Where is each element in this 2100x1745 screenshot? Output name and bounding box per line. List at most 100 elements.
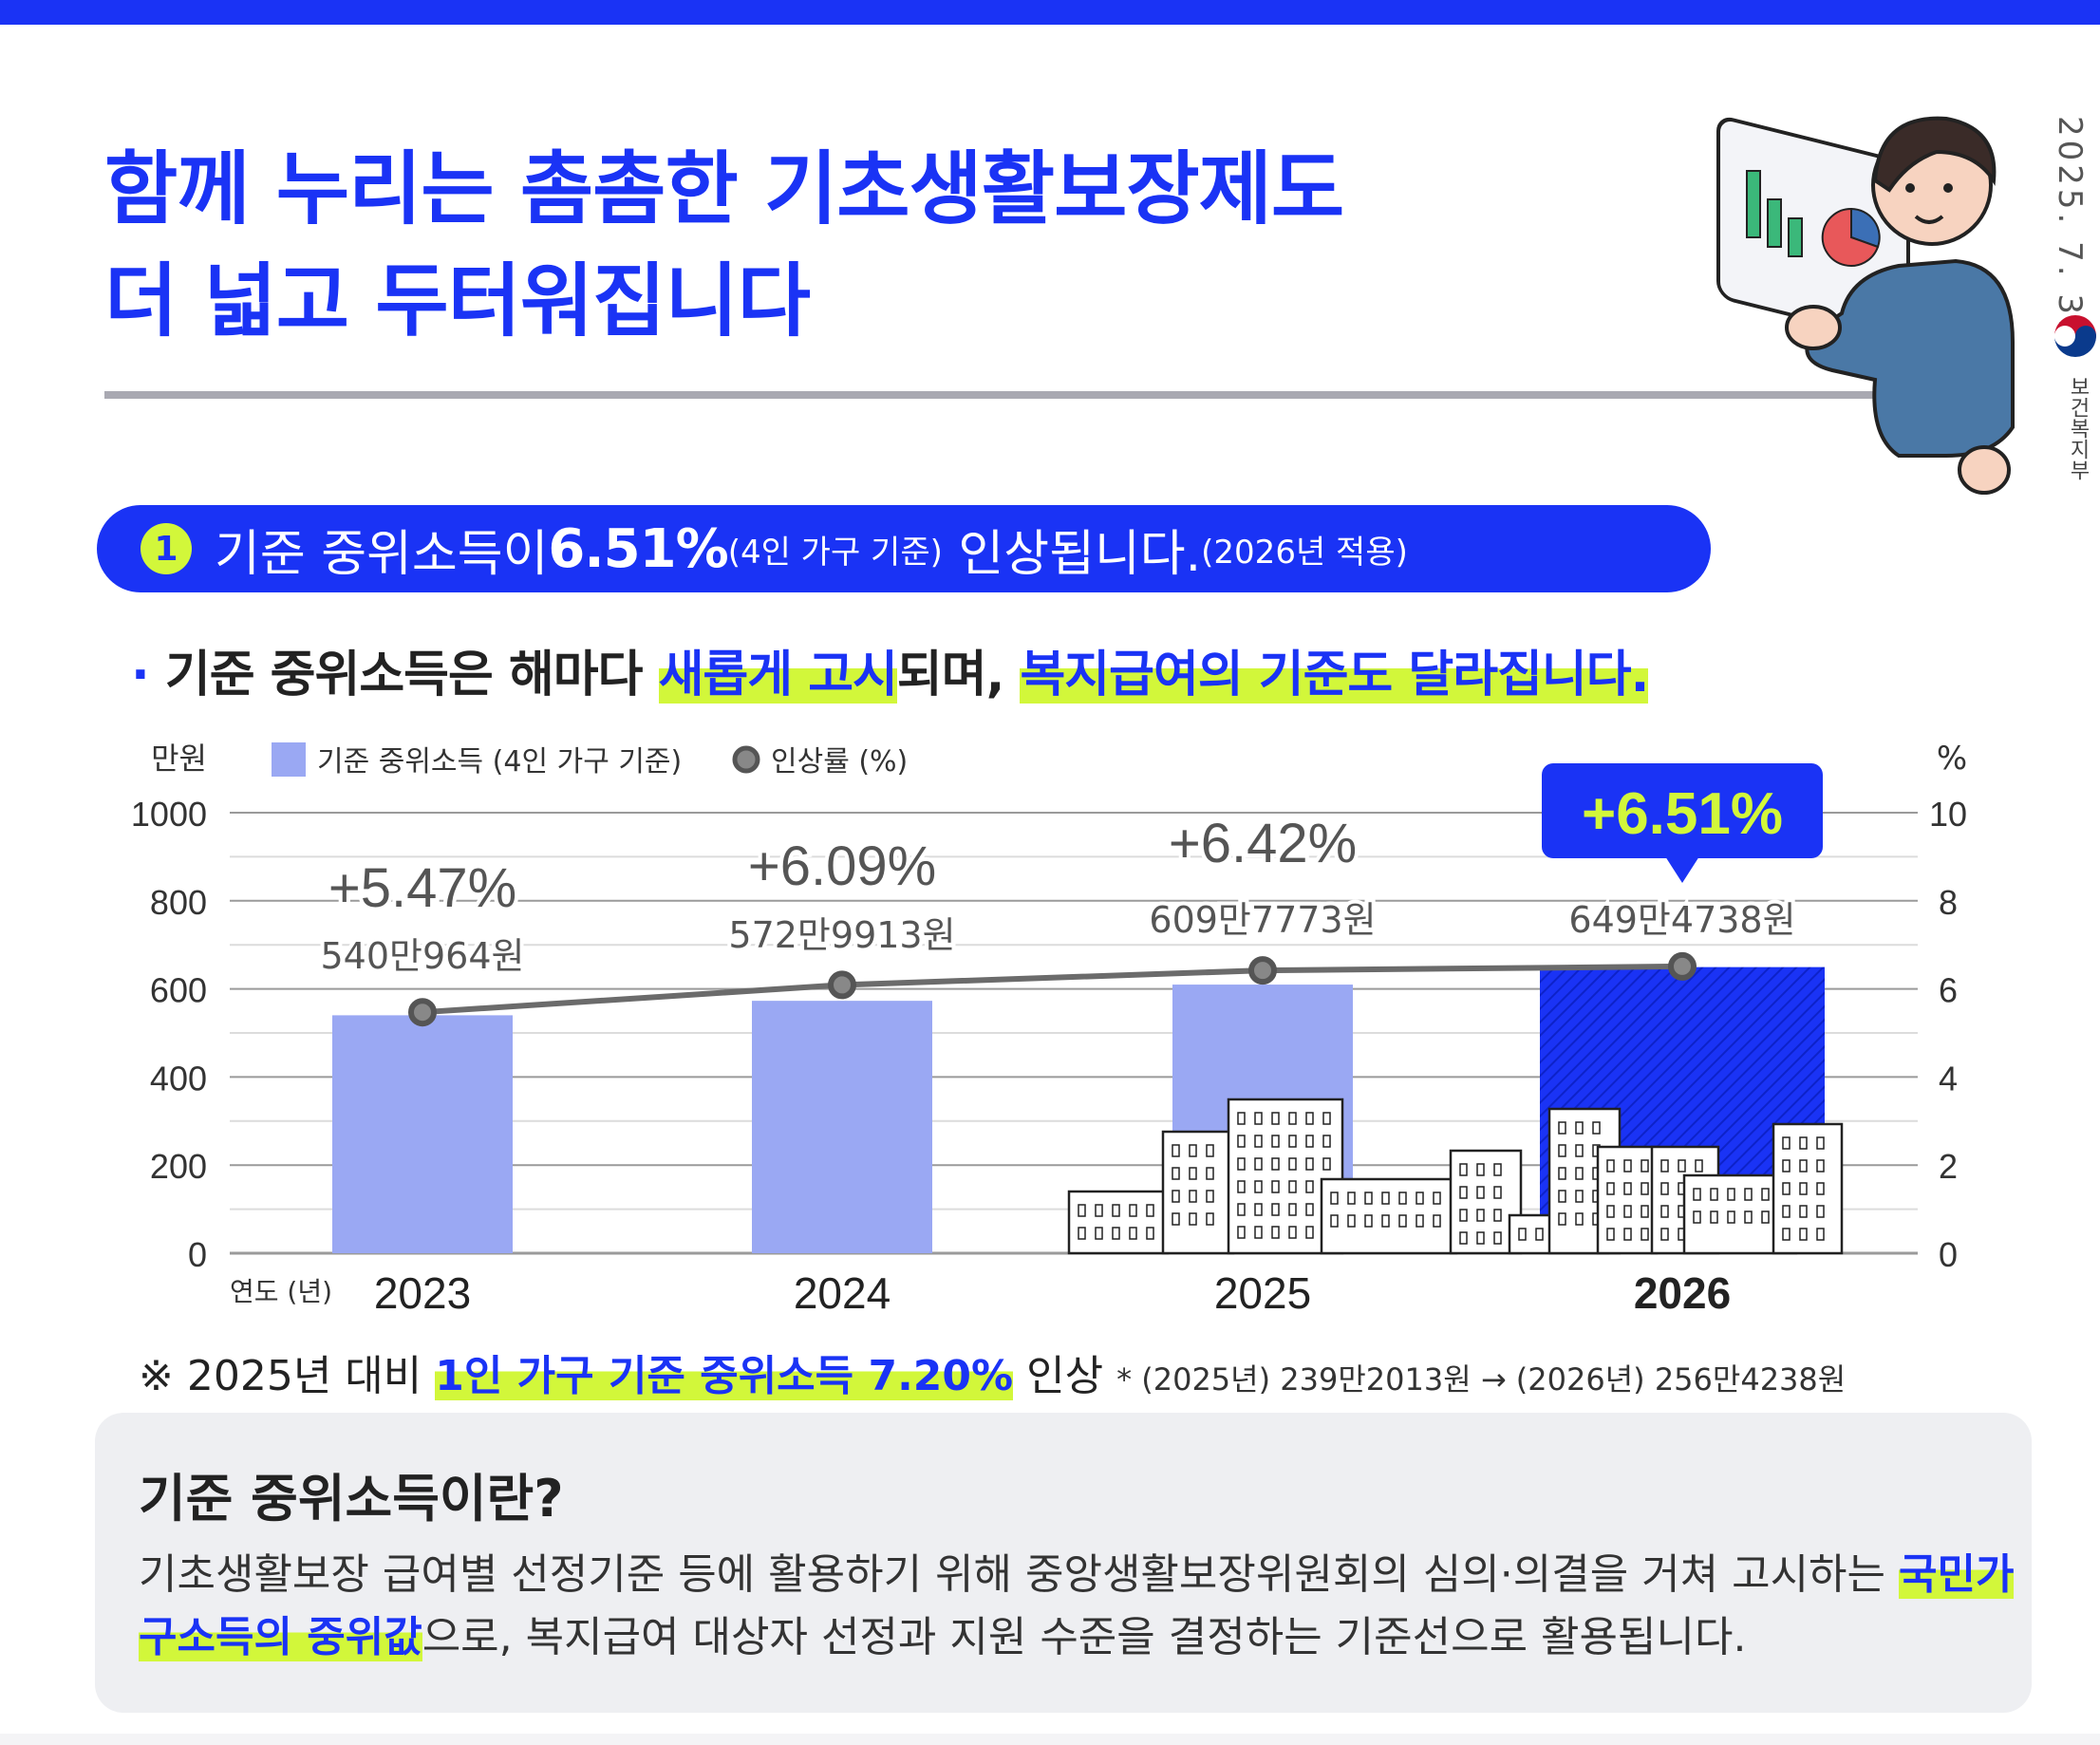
x-tick-label-2025: 2025 — [1214, 1268, 1311, 1310]
bullet-part2: 되며, — [896, 647, 1021, 704]
building-window — [1271, 1203, 1280, 1216]
building-window — [1558, 1121, 1566, 1135]
building-window — [1678, 1159, 1686, 1173]
building-window — [1799, 1228, 1808, 1241]
building-window — [1112, 1204, 1120, 1217]
building-window — [1288, 1157, 1297, 1171]
building-window — [1305, 1226, 1314, 1239]
building-window — [1237, 1112, 1246, 1125]
y-right-tick-label: 4 — [1939, 1059, 1958, 1098]
building-window — [1476, 1186, 1485, 1199]
bullet-line: · 기준 중위소득은 해마다 새롭게 고시되며, 복지급여의 기준도 달라집니다… — [131, 634, 1649, 705]
definition-body-2: 으로, 복지급여 대상자 선정과 지원 수준을 결정하는 기준선으로 활용됩니다… — [422, 1613, 1747, 1661]
rate-callout-pointer — [1665, 856, 1699, 883]
building-window — [1129, 1227, 1137, 1240]
building-window — [1493, 1231, 1502, 1245]
rate-line — [422, 963, 1683, 1016]
building-window — [1710, 1188, 1718, 1201]
definition-heading: 기준 중위소득이란? — [139, 1469, 564, 1529]
building-window — [1364, 1191, 1373, 1205]
building-window — [1206, 1190, 1214, 1203]
building-window — [1744, 1210, 1753, 1224]
ministry-name: 보건복지부 — [2066, 376, 2090, 480]
building-window — [1606, 1228, 1615, 1241]
building-window — [1433, 1214, 1441, 1228]
building-window — [1727, 1188, 1735, 1201]
section-text-c: 인상됩니다. — [942, 525, 1202, 583]
building-window — [1660, 1182, 1669, 1195]
rate-label-2024: +6.09% — [748, 835, 936, 897]
building-window — [1493, 1209, 1502, 1222]
bullet-dot: · — [131, 647, 150, 704]
building-window — [1799, 1182, 1808, 1195]
building-window — [1476, 1209, 1485, 1222]
building-window — [1623, 1205, 1632, 1218]
building-window — [1693, 1188, 1701, 1201]
building-window — [1288, 1112, 1297, 1125]
y-right-unit-label: % — [1937, 740, 1967, 778]
building-window — [1347, 1214, 1356, 1228]
building-window — [1237, 1135, 1246, 1148]
building-window — [1381, 1214, 1390, 1228]
section-text-a: 기준 중위소득이 — [215, 525, 549, 583]
rate-point-2024 — [828, 970, 856, 1000]
building-window — [1660, 1159, 1669, 1173]
building-window — [1606, 1182, 1615, 1195]
building-window — [1254, 1157, 1263, 1171]
building-window — [1782, 1159, 1791, 1173]
building-window — [1476, 1231, 1485, 1245]
city-buildings-illustration — [1067, 1098, 1844, 1255]
building-window — [1623, 1228, 1632, 1241]
building-window — [1799, 1136, 1808, 1150]
one-person-note: ※ 2025년 대비 1인 가구 기준 중위소득 7.20% 인상 * (202… — [139, 1342, 1846, 1402]
building-window — [1254, 1226, 1263, 1239]
building-window — [1816, 1205, 1825, 1218]
building-window — [1782, 1182, 1791, 1195]
building-window — [1330, 1214, 1339, 1228]
legend-bar-label: 기준 중위소득 (4인 가구 기준) — [317, 745, 682, 779]
building-window — [1078, 1204, 1086, 1217]
section-heading-pill: 1 기준 중위소득이 6.51% (4인 가구 기준) 인상됩니다. (2026… — [97, 505, 1711, 592]
building-window — [1660, 1228, 1669, 1241]
building-window — [1305, 1157, 1314, 1171]
building-window — [1237, 1226, 1246, 1239]
x-axis-label: 연도 (년) — [230, 1276, 332, 1307]
building-window — [1322, 1157, 1331, 1171]
y-right-tick-label: 0 — [1939, 1235, 1958, 1274]
title-line-1: 함께 누리는 촘촘한 기초생활보장제도 — [104, 142, 1344, 235]
note-sub: * (2025년) 239만2013원 → (2026년) 256만4238원 — [1116, 1361, 1847, 1398]
building-window — [1189, 1144, 1197, 1157]
building-window — [1558, 1167, 1566, 1180]
government-emblem-icon — [2054, 315, 2096, 357]
bullet-highlight-2: 복지급여의 기준도 달라집니다. — [1020, 647, 1649, 704]
building-window — [1254, 1203, 1263, 1216]
building-window — [1592, 1121, 1601, 1135]
building-window — [1816, 1136, 1825, 1150]
building-window — [1172, 1144, 1180, 1157]
building-window — [1095, 1227, 1103, 1240]
building-window — [1288, 1180, 1297, 1193]
building-window — [1816, 1228, 1825, 1241]
bottom-strip — [0, 1734, 2100, 1745]
building-window — [1237, 1180, 1246, 1193]
income-label-2025: 609만7773원 — [1149, 899, 1376, 941]
y-left-tick-label: 800 — [150, 883, 207, 922]
rate-callout-box — [1542, 763, 1823, 858]
building-window — [1206, 1212, 1214, 1226]
rate-point-2023 — [408, 998, 437, 1027]
building-window — [1305, 1135, 1314, 1148]
building-window — [1112, 1227, 1120, 1240]
building-window — [1459, 1231, 1468, 1245]
title-line-2: 더 넓고 두터워집니다 — [104, 254, 811, 347]
building-window — [1782, 1205, 1791, 1218]
building-window — [1641, 1159, 1649, 1173]
building-window — [1237, 1203, 1246, 1216]
building-window — [1189, 1190, 1197, 1203]
title-divider — [104, 391, 1937, 399]
building-window — [1146, 1227, 1154, 1240]
building-window — [1710, 1210, 1718, 1224]
x-tick-label-2024: 2024 — [794, 1268, 891, 1310]
building-window — [1254, 1180, 1263, 1193]
building-window — [1254, 1112, 1263, 1125]
bullet-part1: 기준 중위소득은 해마다 — [164, 647, 659, 704]
